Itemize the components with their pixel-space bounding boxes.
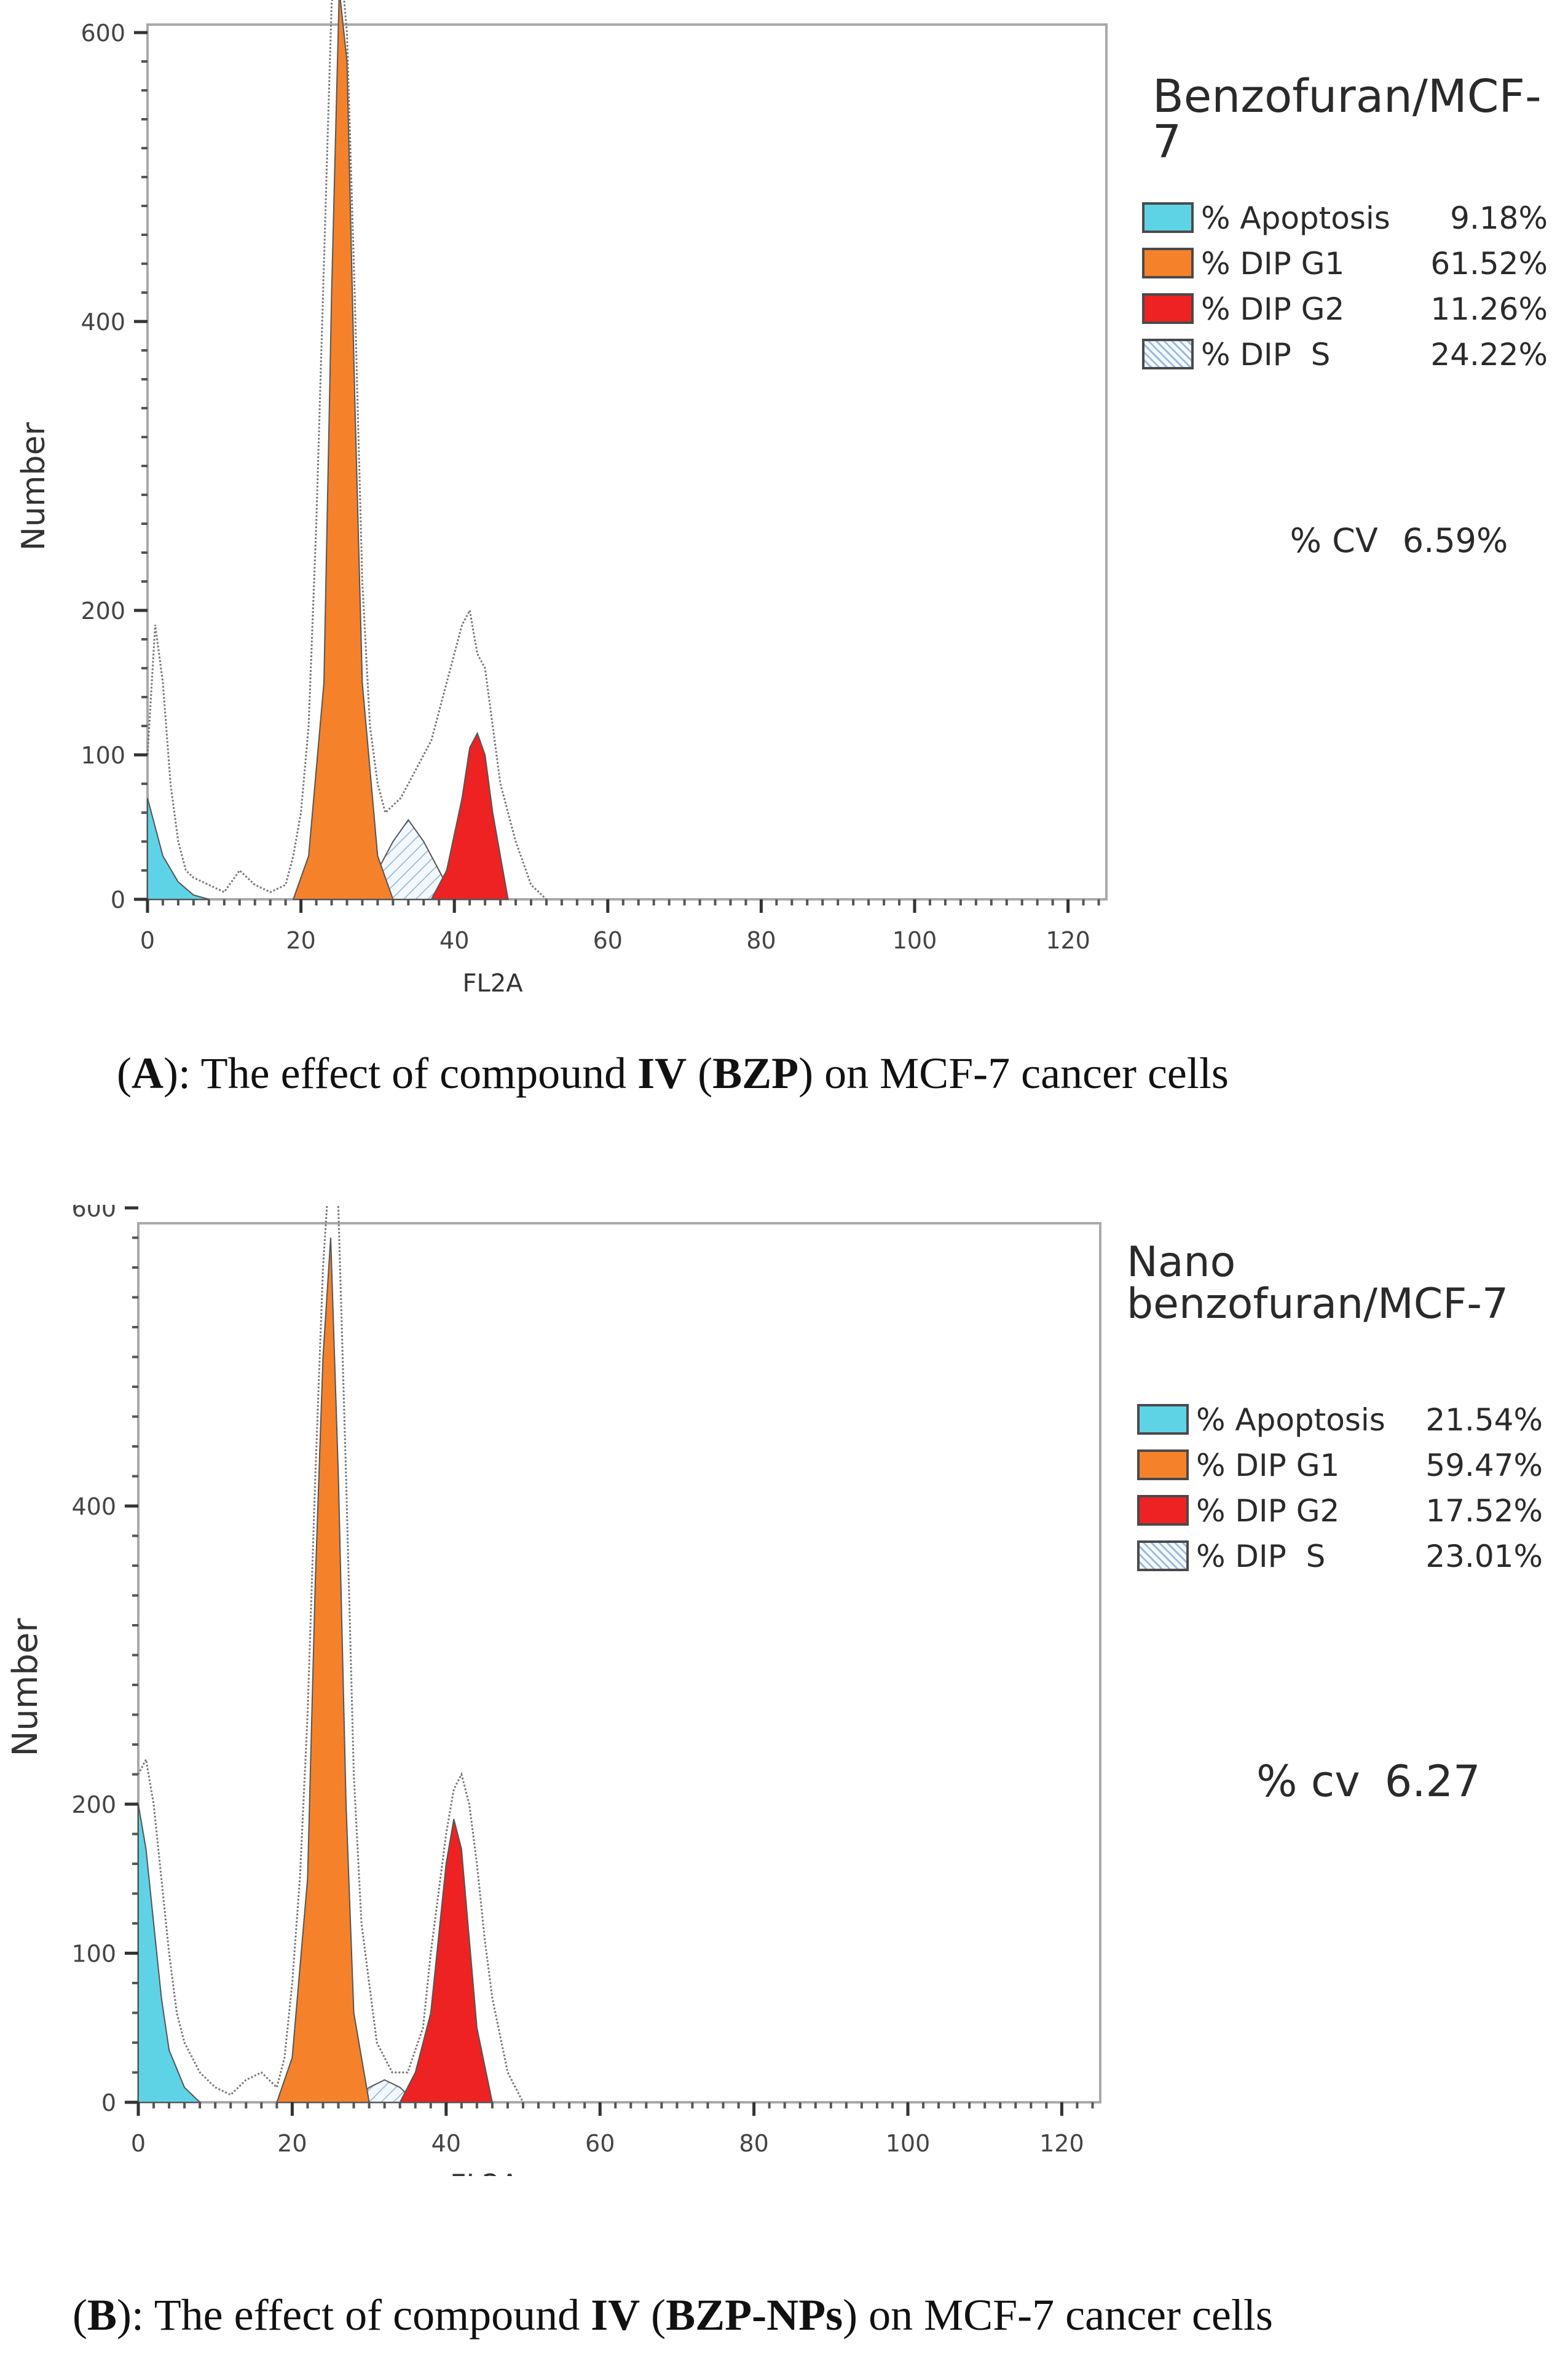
x-tick-label: 80 xyxy=(746,927,776,954)
x-axis-label: FL2A xyxy=(450,2168,519,2176)
y-tick-label: 400 xyxy=(81,309,125,336)
caption-b: (B): The effect of compound IV (BZP-NPs)… xyxy=(73,2290,1273,2340)
legend-value: 21.54% xyxy=(1425,1402,1543,1438)
caption-b-pre: ): The effect of compound xyxy=(117,2290,591,2340)
x-tick-label: 80 xyxy=(739,2130,768,2157)
legend-item-apoptosis: % Apoptosis 21.54% xyxy=(1137,1402,1543,1438)
x-tick-label: 20 xyxy=(286,927,315,954)
caption-b-letter: B xyxy=(87,2290,117,2340)
legend-swatch-dip-g2 xyxy=(1142,293,1194,324)
legend-item-dip-g2: % DIP G2 11.26% xyxy=(1142,291,1548,328)
caption-a: (A): The effect of compound IV (BZP) on … xyxy=(117,1049,1229,1098)
legend-item-apoptosis: % Apoptosis 9.18% xyxy=(1142,200,1548,237)
cv-label-a: % CV xyxy=(1290,521,1378,560)
caption-a-post: ) on MCF-7 cancer cells xyxy=(798,1049,1229,1098)
cv-value-b: 6.27 xyxy=(1384,1756,1481,1807)
caption-a-compound: IV xyxy=(637,1049,687,1098)
caption-a-letter: A xyxy=(131,1049,163,1098)
caption-b-compound: IV xyxy=(591,2290,640,2340)
legend-item-dip-s: % DIP S 24.22% xyxy=(1142,336,1548,373)
panel-b: 0100200400600800020406080100120FL2ANumbe… xyxy=(0,1205,1568,2176)
legend-value: 9.18% xyxy=(1450,200,1548,236)
x-tick-label: 100 xyxy=(892,927,937,954)
dip-g2-region xyxy=(430,731,509,900)
legend-swatch-dip-s xyxy=(1137,1540,1189,1571)
caption-b-mid: ( xyxy=(640,2290,666,2340)
caption-a-code: BZP xyxy=(712,1049,799,1098)
chart-title-b: Nano benzofuran/MCF-7 xyxy=(1127,1238,1509,1328)
x-tick-label: 0 xyxy=(140,927,155,954)
legend-value: 17.52% xyxy=(1425,1493,1543,1529)
apoptosis-region xyxy=(138,1804,202,2103)
legend-label: % DIP S xyxy=(1196,1539,1326,1574)
caption-a-mid: ( xyxy=(687,1049,713,1098)
legend-label: % DIP S xyxy=(1201,337,1331,373)
caption-b-post: ) on MCF-7 cancer cells xyxy=(843,2290,1273,2340)
y-tick-label: 0 xyxy=(111,886,125,913)
legend-item-dip-s: % DIP S 23.01% xyxy=(1137,1538,1543,1575)
y-tick-label: 100 xyxy=(81,742,125,769)
plot-frame xyxy=(146,23,1108,901)
legend-label: % DIP G2 xyxy=(1201,291,1345,327)
cv-b: % cv 6.27 xyxy=(1202,1706,1481,1857)
y-tick-label: 200 xyxy=(81,597,125,625)
legend-label: % DIP G1 xyxy=(1201,246,1345,282)
legend-item-dip-g1: % DIP G1 61.52% xyxy=(1142,245,1548,282)
legend-swatch-apoptosis xyxy=(1137,1404,1189,1435)
legend-swatch-dip-s xyxy=(1142,339,1194,369)
legend-value: 59.47% xyxy=(1425,1448,1543,1483)
cv-a: % CV 6.59% xyxy=(1248,483,1508,599)
x-tick-label: 120 xyxy=(1046,927,1090,954)
legend-item-dip-g1: % DIP G1 59.47% xyxy=(1137,1447,1543,1484)
legend-label: % DIP G1 xyxy=(1196,1448,1340,1483)
plot-frame xyxy=(137,1222,1101,2104)
x-tick-label: 100 xyxy=(886,2130,931,2157)
legend-item-dip-g2: % DIP G2 17.52% xyxy=(1137,1492,1543,1529)
y-tick-label: 200 xyxy=(71,1791,116,1818)
legend-swatch-dip-g1 xyxy=(1142,248,1194,278)
legend-swatch-apoptosis xyxy=(1142,202,1194,233)
x-axis-label: FL2A xyxy=(463,969,524,998)
legend-value: 24.22% xyxy=(1430,337,1548,373)
legend-value: 23.01% xyxy=(1425,1539,1543,1574)
apoptosis-region xyxy=(147,798,210,900)
legend-swatch-dip-g1 xyxy=(1137,1449,1189,1480)
x-tick-label: 60 xyxy=(593,927,623,954)
x-tick-label: 40 xyxy=(431,2130,461,2157)
legend-label: % Apoptosis xyxy=(1196,1402,1385,1438)
histogram-b: 0100200400600800020406080100120FL2ANumbe… xyxy=(6,1205,1101,2176)
y-tick-label: 600 xyxy=(81,20,125,47)
caption-a-pre: ): The effect of compound xyxy=(163,1049,638,1098)
legend-a: % Apoptosis 9.18% % DIP G1 61.52% % DIP G2 11… xyxy=(1142,200,1548,384)
y-tick-label: 0 xyxy=(101,2089,116,2116)
y-tick-label: 600 xyxy=(71,1205,116,1222)
cv-value-a: 6.59% xyxy=(1402,521,1508,560)
chart-title-a: Benzofuran/MCF-7 xyxy=(1152,70,1542,168)
legend-b: % Apoptosis 21.54% % DIP G1 59.47% % DIP G2 1… xyxy=(1137,1402,1543,1586)
x-tick-label: 40 xyxy=(439,927,469,954)
legend-swatch-dip-g2 xyxy=(1137,1495,1189,1526)
panel-a: 0100200400600800020406080100120FL2ANumbe… xyxy=(0,0,1568,1008)
x-tick-label: 20 xyxy=(277,2130,307,2157)
cv-label-b: % cv xyxy=(1256,1756,1360,1807)
y-axis-label: Number xyxy=(15,422,52,551)
x-tick-label: 60 xyxy=(585,2130,615,2157)
legend-label: % Apoptosis xyxy=(1201,200,1390,236)
legend-value: 11.26% xyxy=(1430,291,1548,327)
y-tick-label: 100 xyxy=(71,1941,116,1968)
histogram-a: 0100200400600800020406080100120FL2ANumbe… xyxy=(15,0,1108,998)
legend-label: % DIP G2 xyxy=(1196,1493,1340,1529)
caption-b-code: BZP-NPs xyxy=(666,2290,843,2340)
y-axis-label: Number xyxy=(6,1618,45,1757)
y-tick-label: 400 xyxy=(71,1493,116,1520)
x-tick-label: 120 xyxy=(1039,2130,1084,2157)
dip-g1-region xyxy=(275,1237,370,2103)
dip-g2-region xyxy=(399,1819,494,2103)
legend-value: 61.52% xyxy=(1430,246,1548,282)
x-tick-label: 0 xyxy=(131,2130,146,2157)
